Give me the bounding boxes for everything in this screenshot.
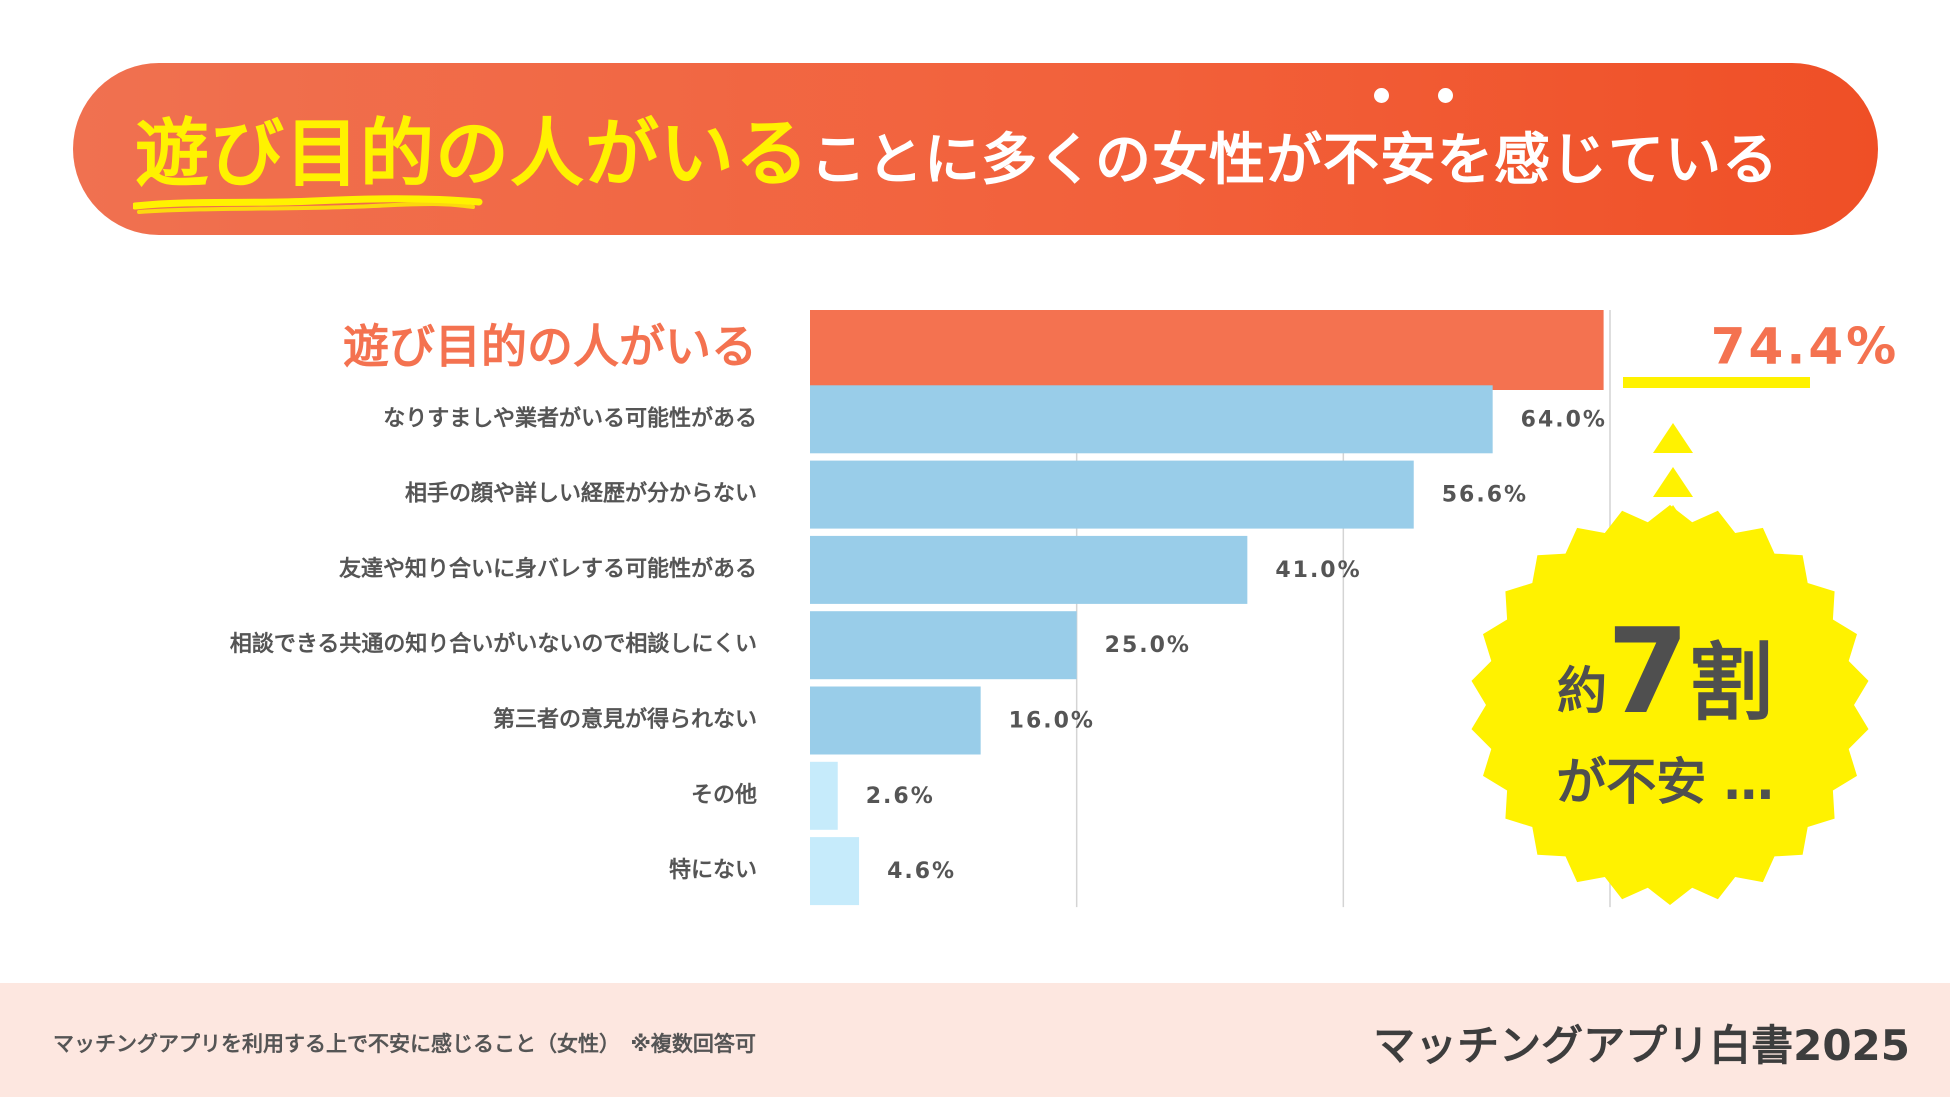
bar: [810, 460, 1414, 529]
bar: [810, 837, 860, 906]
bar: [810, 761, 838, 830]
category-label-highlight: 遊び目的の人がいる: [343, 320, 757, 374]
headline-underline-stroke: [133, 195, 483, 214]
bar: [810, 686, 981, 755]
value-label: 41.0%: [1275, 558, 1361, 583]
value-label: 64.0%: [1521, 407, 1607, 432]
callout-number: 7: [1606, 602, 1690, 740]
bar: [810, 385, 1493, 454]
callout-prefix: 約: [1556, 662, 1607, 720]
bar: [810, 310, 1604, 390]
up-arrow-icon: [1653, 467, 1693, 497]
bar: [810, 611, 1077, 680]
category-label: 第三者の意見が得られない: [493, 707, 757, 733]
category-label: 友達や知り合いに身バレする可能性がある: [339, 556, 757, 582]
callout-unit: 割: [1689, 634, 1774, 732]
value-label: 56.6%: [1442, 483, 1528, 508]
callout-text: 約7割 が不安 …: [1500, 612, 1830, 814]
category-label: 相手の顔や詳しい経歴が分からない: [405, 481, 757, 507]
bar: [810, 535, 1248, 604]
emphasis-dot: [1374, 88, 1389, 103]
category-label: その他: [691, 783, 757, 808]
footer-note: マッチングアプリを利用する上で不安に感じること（女性） ※複数回答可: [53, 1032, 756, 1056]
value-label: 16.0%: [1009, 709, 1095, 734]
footer: [0, 983, 1950, 1097]
value-label: 2.6%: [866, 784, 935, 809]
value-label: 4.6%: [887, 859, 956, 884]
bar-chart: 遊び目的の人がいる 74.4% なりすましや業者がいる可能性がある 64.0% 相手の顔…: [230, 310, 1899, 908]
category-label: なりすましや業者がいる可能性がある: [383, 405, 757, 431]
value-label: 25.0%: [1105, 633, 1191, 658]
value-label-highlight: 74.4%: [1711, 318, 1899, 376]
headline-rest: ことに多くの女性が不安を感じている: [810, 128, 1779, 193]
up-arrow-icon: [1653, 423, 1693, 453]
value-highlight-underline: [1623, 377, 1810, 388]
footer-brand: マッチングアプリ白書2025: [1373, 1021, 1910, 1070]
category-label: 相談できる共通の知り合いがいないので相談しにくい: [230, 631, 757, 657]
headline-emphasis: 遊び目的の人がいる: [135, 111, 810, 197]
headline: 遊び目的の人がいることに多くの女性が不安を感じている: [135, 88, 1779, 208]
category-label: 特にない: [669, 857, 757, 883]
callout-suffix: が不安 …: [1556, 753, 1774, 811]
emphasis-dot: [1438, 88, 1453, 103]
callout-starburst: [1471, 505, 1869, 905]
